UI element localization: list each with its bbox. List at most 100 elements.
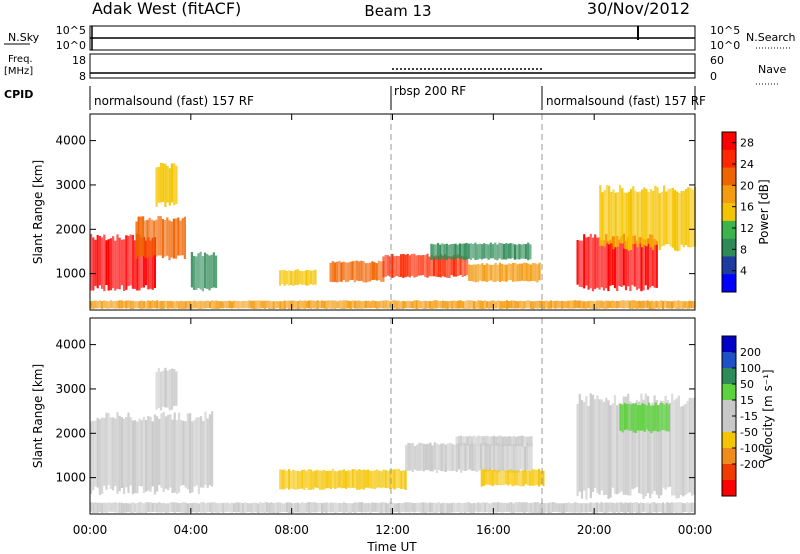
- scatter-column: [466, 300, 469, 309]
- scatter-column: [462, 443, 465, 471]
- scatter-column: [640, 502, 643, 513]
- colorbar-swatch: [722, 432, 736, 449]
- power-colorbar-label: Power [dB]: [757, 179, 771, 244]
- scatter-column: [167, 414, 170, 491]
- scatter-column: [582, 301, 585, 309]
- scatter-column: [469, 243, 473, 260]
- scatter-column: [435, 443, 439, 473]
- scatter-column: [507, 263, 510, 281]
- scatter-column: [609, 239, 612, 286]
- scatter-column: [136, 421, 139, 494]
- scatter-column: [692, 301, 695, 309]
- scatter-column: [199, 251, 202, 290]
- scatter-column: [173, 502, 176, 513]
- scatter-column: [310, 502, 313, 513]
- scatter-column: [630, 189, 633, 250]
- scatter-column: [428, 502, 431, 513]
- scatter-column: [596, 395, 599, 494]
- scatter-column: [490, 436, 493, 446]
- scatter-column: [524, 244, 528, 259]
- scatter-column: [603, 190, 606, 248]
- scatter-column: [294, 300, 297, 309]
- scatter-column: [127, 412, 130, 494]
- scatter-column: [626, 503, 629, 513]
- scatter-column: [523, 436, 526, 446]
- scatter-column: [601, 192, 604, 246]
- scatter-column: [250, 300, 253, 309]
- scatter-column: [101, 301, 104, 309]
- scatter-column: [134, 420, 137, 494]
- scatter-column: [384, 254, 387, 277]
- velocity-colorbar: 200 100 50 15 -15 -50 -100 -200: [721, 335, 765, 497]
- scatter-column: [303, 469, 306, 490]
- scatter-column: [690, 398, 694, 496]
- scatter-column: [142, 416, 145, 494]
- scatter-column: [292, 503, 295, 513]
- scatter-column: [484, 436, 487, 447]
- scatter-column: [314, 269, 317, 285]
- scatter-column: [382, 256, 385, 278]
- scatter-column: [285, 470, 288, 489]
- scatter-column: [481, 436, 485, 446]
- scatter-column: [118, 415, 121, 492]
- scatter-column: [655, 300, 658, 309]
- scatter-column: [161, 219, 164, 259]
- scatter-column: [642, 503, 645, 512]
- scatter-column: [162, 370, 165, 407]
- scatter-column: [560, 300, 563, 309]
- scatter-column: [689, 187, 692, 248]
- scatter-column: [524, 470, 527, 485]
- scatter-column: [90, 301, 93, 309]
- scatter-column: [627, 393, 630, 496]
- scatter-column: [457, 502, 460, 512]
- scatter-column: [629, 236, 632, 292]
- scatter-column: [483, 265, 486, 282]
- scatter-column: [540, 470, 543, 485]
- scatter-column: [430, 254, 433, 277]
- scatter-column: [589, 502, 592, 512]
- scatter-column: [402, 502, 405, 512]
- scatter-column: [690, 301, 693, 309]
- scatter-column: [503, 301, 506, 309]
- scatter-region-0: [90, 411, 214, 496]
- scatter-column: [120, 239, 123, 286]
- scatter-column: [687, 187, 690, 248]
- scatter-column: [505, 503, 508, 512]
- scatter-column: [400, 470, 403, 489]
- scatter-column: [365, 503, 368, 513]
- scatter-column: [153, 300, 156, 309]
- scatter-column: [204, 411, 207, 485]
- scatter-column: [433, 442, 436, 470]
- scatter-column: [640, 300, 643, 309]
- colorbar-tick-label: 12: [740, 222, 754, 235]
- scatter-column: [492, 502, 495, 512]
- colorbar-tick-label: 16: [740, 201, 754, 214]
- velocity-ylabel: Slant Range [km]: [31, 364, 45, 468]
- scatter-column: [429, 442, 432, 472]
- scatter-column: [159, 162, 163, 203]
- scatter-column: [219, 301, 222, 309]
- scatter-column: [180, 502, 183, 513]
- scatter-column: [349, 470, 352, 489]
- scatter-column: [461, 301, 464, 309]
- scatter-column: [347, 503, 350, 513]
- scatter-column: [114, 502, 117, 513]
- scatter-column: [360, 502, 363, 513]
- scatter-column: [279, 469, 282, 490]
- scatter-column: [166, 217, 169, 256]
- scatter-column: [472, 264, 475, 282]
- scatter-column: [587, 236, 590, 290]
- scatter-column: [237, 300, 240, 309]
- scatter-column: [665, 403, 668, 432]
- scatter-column: [639, 405, 642, 431]
- scatter-column: [364, 470, 368, 488]
- scatter-column: [395, 255, 398, 276]
- scatter-column: [118, 502, 121, 513]
- scatter-column: [549, 300, 552, 309]
- colorbar-swatch: [722, 274, 736, 293]
- scatter-column: [167, 503, 170, 513]
- scatter-column: [649, 189, 652, 248]
- scatter-column: [430, 243, 433, 260]
- scatter-column: [166, 166, 169, 203]
- scatter-column: [407, 443, 410, 471]
